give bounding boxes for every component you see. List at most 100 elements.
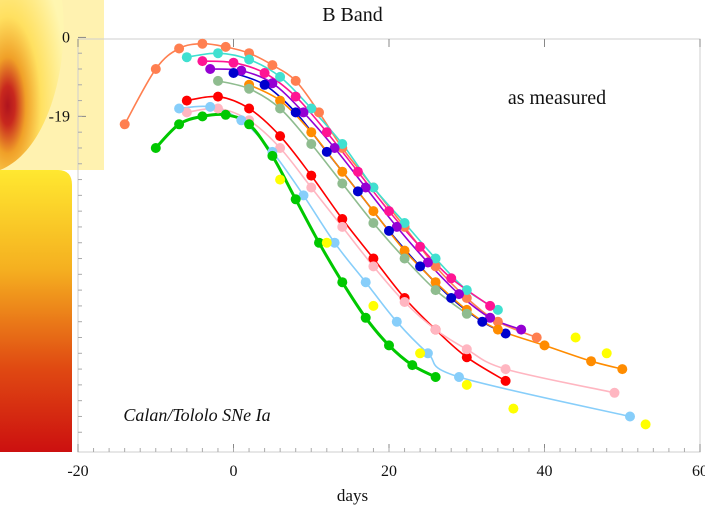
x-tick-label: -20	[67, 463, 88, 480]
data-point	[306, 127, 317, 138]
data-point	[415, 241, 426, 252]
data-point	[321, 237, 332, 248]
data-point	[213, 48, 223, 59]
data-point	[531, 332, 542, 343]
data-point	[399, 218, 410, 228]
data-point	[337, 277, 348, 288]
annotation-dataset-label: Calan/Tololo SNe Ia	[123, 405, 270, 425]
data-point	[275, 95, 286, 106]
x-axis-label: days	[336, 486, 369, 505]
data-point	[197, 38, 208, 49]
data-point	[384, 340, 394, 351]
data-point	[321, 146, 332, 157]
data-point	[306, 103, 317, 114]
data-point	[174, 43, 185, 54]
data-point	[461, 293, 472, 303]
data-point	[352, 186, 363, 197]
data-point	[430, 261, 441, 272]
series-curve	[210, 68, 522, 331]
data-point	[205, 101, 216, 112]
data-point	[360, 312, 371, 323]
data-point	[290, 107, 301, 118]
plot-frame	[77, 38, 701, 453]
data-point	[213, 75, 223, 86]
data-point	[461, 379, 472, 390]
data-point	[244, 54, 255, 65]
x-tick-label: 0	[230, 463, 238, 480]
data-point	[539, 340, 550, 351]
data-point	[321, 127, 332, 138]
data-point	[407, 360, 418, 371]
data-point	[337, 214, 348, 224]
data-point	[430, 285, 441, 296]
data-point	[485, 300, 496, 311]
data-point	[500, 364, 511, 375]
data-point	[500, 375, 511, 386]
data-point	[275, 174, 286, 185]
data-point	[446, 293, 457, 303]
data-point	[430, 372, 441, 382]
data-point	[275, 131, 286, 142]
data-point	[485, 312, 496, 323]
data-point	[197, 111, 208, 122]
data-point	[119, 119, 130, 130]
data-point	[267, 60, 278, 71]
data-point	[415, 348, 426, 359]
data-point	[430, 253, 441, 264]
data-point	[430, 277, 441, 288]
data-point	[314, 107, 324, 118]
data-point	[384, 225, 394, 236]
data-point	[314, 237, 324, 248]
data-point	[570, 332, 581, 343]
data-point	[415, 261, 426, 272]
data-point	[298, 107, 309, 118]
data-point	[275, 71, 286, 82]
data-point	[640, 419, 651, 430]
data-point	[422, 257, 433, 268]
data-point	[337, 139, 348, 149]
data-point	[368, 218, 379, 228]
data-point	[174, 119, 185, 130]
data-point	[586, 356, 597, 367]
data-point	[391, 221, 402, 232]
data-point	[306, 170, 317, 181]
data-point	[236, 65, 247, 76]
data-point	[337, 178, 348, 189]
data-point	[360, 277, 371, 288]
data-point	[461, 344, 472, 355]
data-point	[368, 182, 379, 193]
chart-title: B Band	[322, 4, 383, 26]
data-point	[236, 115, 247, 126]
data-point	[391, 316, 402, 327]
data-point	[220, 109, 231, 120]
data-point	[446, 273, 457, 284]
data-point	[174, 103, 185, 114]
data-point	[625, 411, 635, 422]
data-point	[368, 261, 379, 272]
data-point	[492, 316, 503, 327]
y-tick-label: 0	[62, 29, 70, 46]
data-point	[267, 150, 278, 161]
data-point	[228, 57, 239, 68]
data-point	[244, 103, 255, 114]
x-tick-label: 20	[381, 463, 397, 480]
data-point	[500, 328, 511, 339]
data-point	[337, 166, 348, 177]
data-point	[220, 41, 231, 52]
x-tick-label: 60	[692, 463, 705, 480]
data-point	[181, 107, 192, 118]
data-point	[454, 289, 464, 300]
data-point	[516, 324, 527, 335]
data-point	[360, 182, 371, 193]
series-curve	[186, 95, 507, 382]
data-point	[259, 79, 270, 90]
data-point	[492, 304, 503, 315]
data-point	[205, 64, 216, 74]
data-point	[368, 300, 379, 311]
data-point	[454, 372, 464, 382]
data-point	[492, 324, 503, 335]
data-point	[601, 348, 612, 359]
data-point	[384, 206, 394, 217]
